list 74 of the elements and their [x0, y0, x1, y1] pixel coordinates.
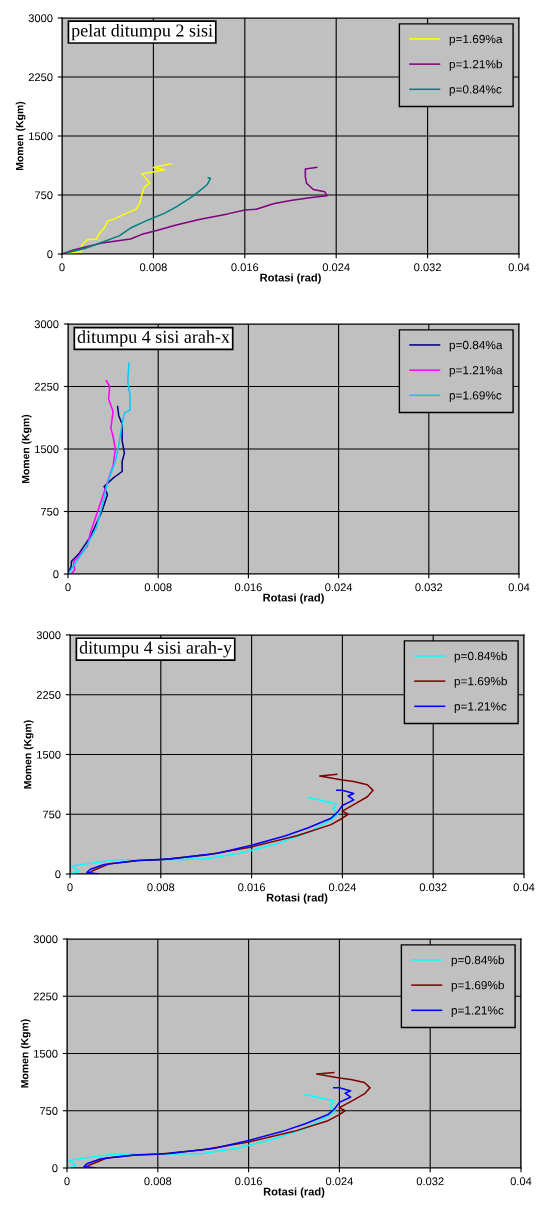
- line-series: [67, 1093, 336, 1168]
- line-series: [70, 796, 339, 874]
- y-tick-label: 3000: [34, 320, 59, 329]
- legend-label: p=1.21%c: [454, 702, 507, 713]
- y-tick-label: 2250: [33, 992, 58, 1001]
- legend-label: p=1.69%b: [451, 980, 504, 992]
- y-tick-label: 750: [41, 507, 59, 516]
- x-axis-title: Rotasi (rad): [263, 1187, 325, 1198]
- x-axis-title: Rotasi (rad): [266, 893, 328, 904]
- x-tick-label: 0.008: [147, 883, 175, 892]
- y-axis-title: Momen (Kgm): [23, 720, 34, 789]
- legend-label: p=1.21%c: [451, 1006, 504, 1017]
- x-axis-title: Rotasi (rad): [263, 593, 324, 604]
- chart-title: ditumpu 4 sisi arah-x: [77, 330, 230, 347]
- x-axis-title: Rotasi (rad): [260, 273, 321, 284]
- x-tick-label: 0.04: [508, 263, 530, 272]
- legend-label: p=1.21%b: [449, 59, 502, 71]
- x-tick-label: 0: [67, 883, 73, 892]
- legend-label: p=1.69%c: [449, 391, 502, 402]
- y-tick-label: 1500: [35, 445, 59, 454]
- y-tick-label: 0: [55, 870, 61, 879]
- y-tick-label: 0: [52, 1164, 58, 1173]
- x-tick-label: 0.016: [234, 583, 262, 592]
- legend-label: p=0.84%b: [454, 651, 507, 663]
- y-tick-label: 750: [43, 810, 61, 819]
- line-series: [86, 789, 355, 874]
- line-series: [70, 379, 117, 574]
- x-tick-label: 0.032: [414, 263, 441, 272]
- x-tick-label: 0.04: [508, 583, 530, 592]
- y-tick-label: 0: [47, 250, 53, 259]
- x-tick-label: 0.016: [238, 883, 266, 892]
- legend-label: p=1.21%a: [449, 366, 503, 377]
- y-tick-label: 2250: [28, 73, 53, 82]
- legend-label: p=0.84%a: [449, 340, 503, 352]
- line-series: [68, 362, 131, 574]
- y-tick-label: 3000: [36, 631, 61, 640]
- y-axis-title: Momen (Kgm): [15, 101, 26, 171]
- x-tick-label: 0.024: [328, 883, 356, 892]
- y-tick-label: 1500: [34, 1049, 58, 1058]
- x-tick-label: 0: [64, 1177, 70, 1186]
- legend-label: p=1.69%b: [454, 676, 507, 688]
- legend-label: p=0.84%c: [449, 85, 502, 96]
- y-tick-label: 750: [35, 191, 53, 200]
- x-tick-label: 0.032: [416, 1177, 444, 1186]
- y-tick-label: 3000: [33, 935, 58, 944]
- x-tick-label: 0.032: [419, 883, 447, 892]
- x-tick-label: 0.024: [322, 263, 350, 272]
- y-axis-title: Momen (Kgm): [20, 1019, 31, 1088]
- line-series: [83, 1087, 352, 1168]
- y-axis-title: Momen (Kgm): [21, 414, 32, 484]
- y-tick-label: 2250: [34, 382, 59, 391]
- chart-title: pelat ditumpu 2 sisi: [71, 23, 213, 41]
- x-tick-label: 0.016: [231, 263, 259, 272]
- x-tick-label: 0.04: [510, 1177, 532, 1186]
- x-tick-label: 0.016: [235, 1177, 263, 1186]
- x-tick-label: 0.024: [325, 583, 353, 592]
- y-tick-label: 1500: [29, 132, 53, 141]
- y-tick-label: 750: [40, 1107, 58, 1115]
- legend-label: p=0.84%b: [451, 955, 504, 967]
- y-tick-label: 1500: [37, 750, 61, 759]
- x-tick-label: 0.008: [139, 263, 167, 272]
- x-tick-label: 0.008: [144, 583, 172, 592]
- line-series: [62, 166, 328, 254]
- x-tick-label: 0.04: [513, 883, 535, 892]
- x-tick-label: 0: [65, 583, 71, 592]
- legend-label: p=1.69%a: [449, 34, 503, 46]
- y-tick-label: 3000: [28, 14, 53, 23]
- y-tick-label: 2250: [36, 691, 61, 699]
- x-tick-label: 0.008: [144, 1177, 172, 1186]
- y-tick-label: 0: [53, 570, 59, 579]
- line-series: [62, 176, 212, 254]
- x-tick-label: 0.032: [415, 583, 443, 592]
- chart-title: ditumpu 4 sisi arah-y: [79, 640, 232, 658]
- x-tick-label: 0.024: [325, 1177, 353, 1186]
